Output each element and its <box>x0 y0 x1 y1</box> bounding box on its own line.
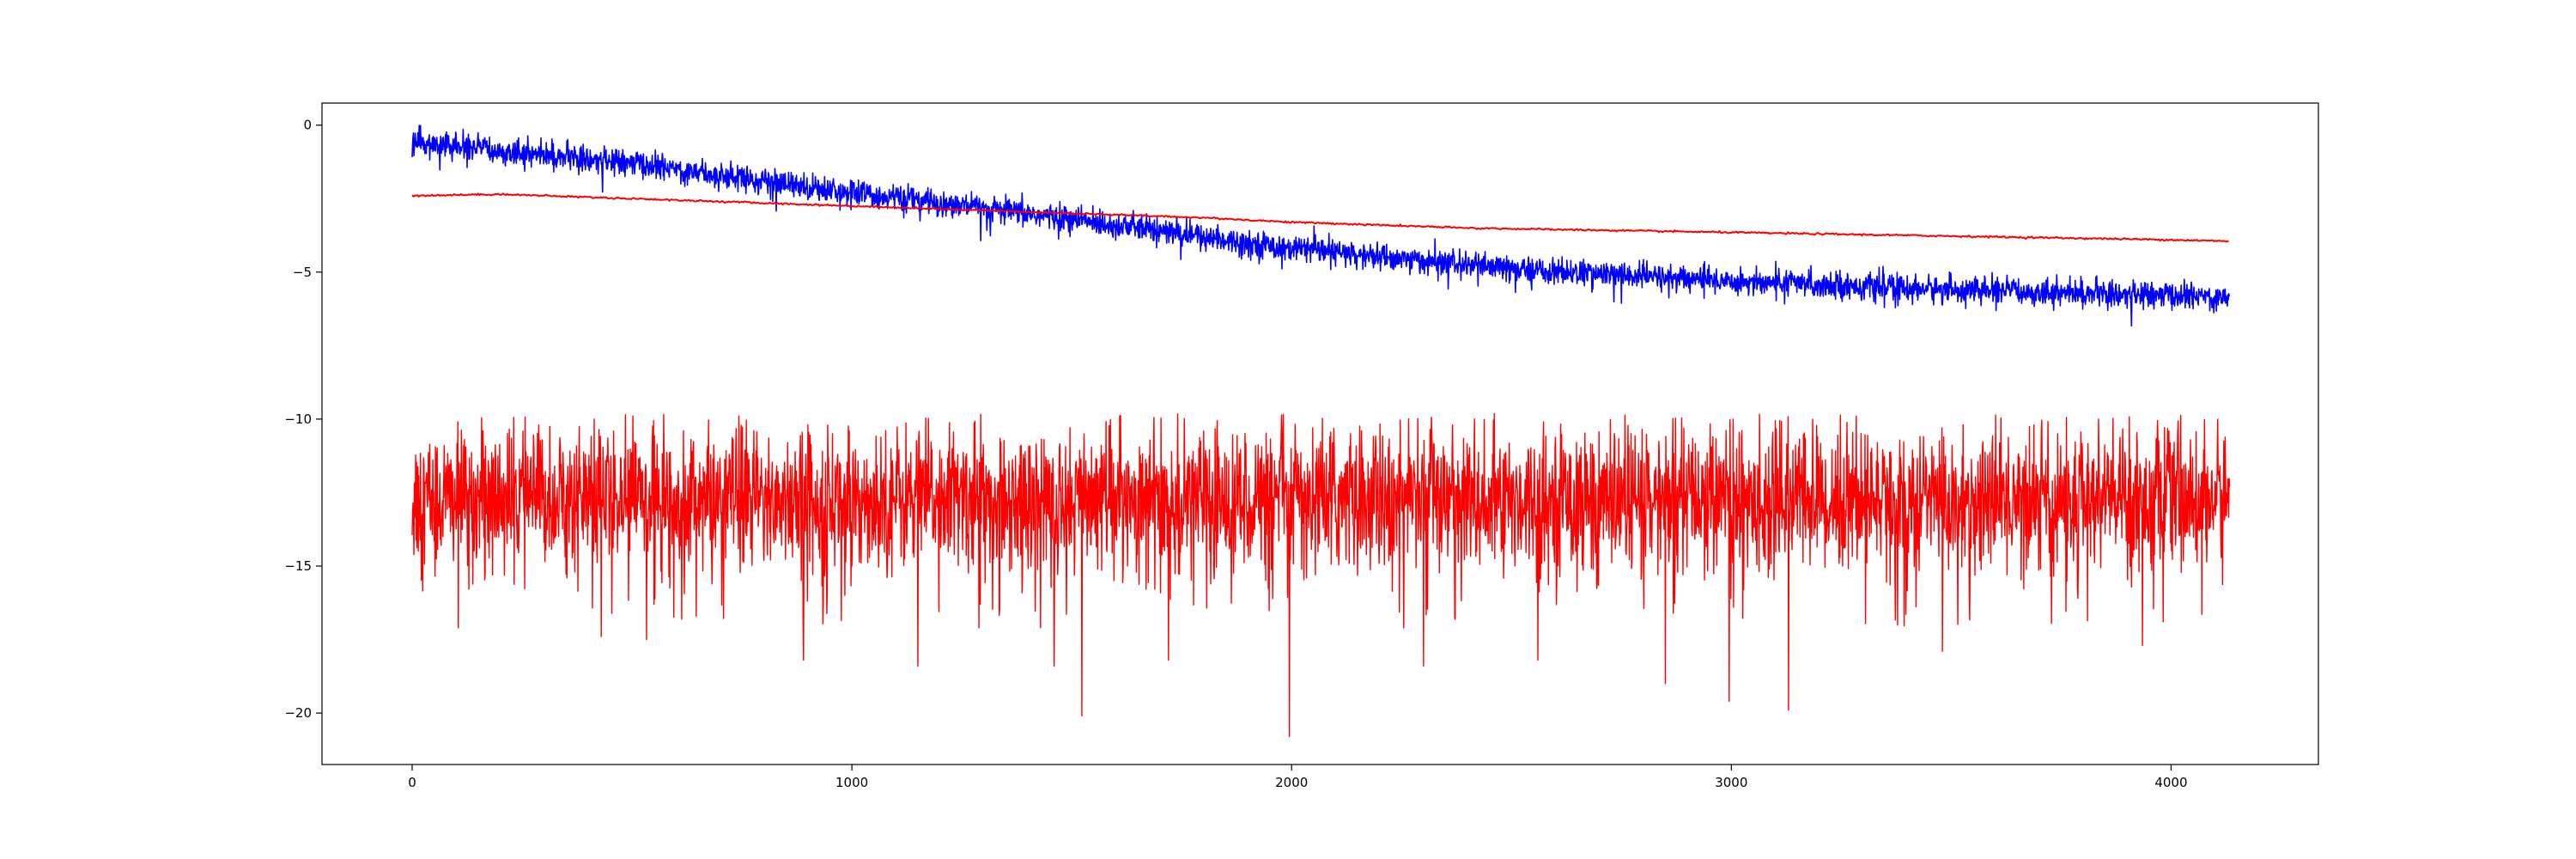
x-axis: 0 1000 2000 3000 4000 <box>408 765 2188 790</box>
y-axis: 0 −5 −10 −15 −20 <box>284 118 322 721</box>
x-tick-label: 1000 <box>835 775 868 790</box>
x-tick-label: 3000 <box>1715 775 1747 790</box>
y-tick-label: −15 <box>284 558 312 574</box>
y-tick-label: −5 <box>293 265 312 280</box>
y-tick-label: 0 <box>303 118 312 133</box>
y-tick-label: −10 <box>284 411 312 427</box>
series-blue-line <box>411 125 2231 327</box>
series-noisy-red-line <box>411 412 2231 738</box>
x-tick-label: 4000 <box>2154 775 2187 790</box>
y-tick-label: −20 <box>284 705 312 721</box>
series-smooth-red-line <box>411 192 2229 243</box>
series-layer <box>411 125 2231 738</box>
x-tick-label: 2000 <box>1275 775 1308 790</box>
plot-frame <box>321 102 2319 765</box>
x-tick-label: 0 <box>408 775 416 790</box>
